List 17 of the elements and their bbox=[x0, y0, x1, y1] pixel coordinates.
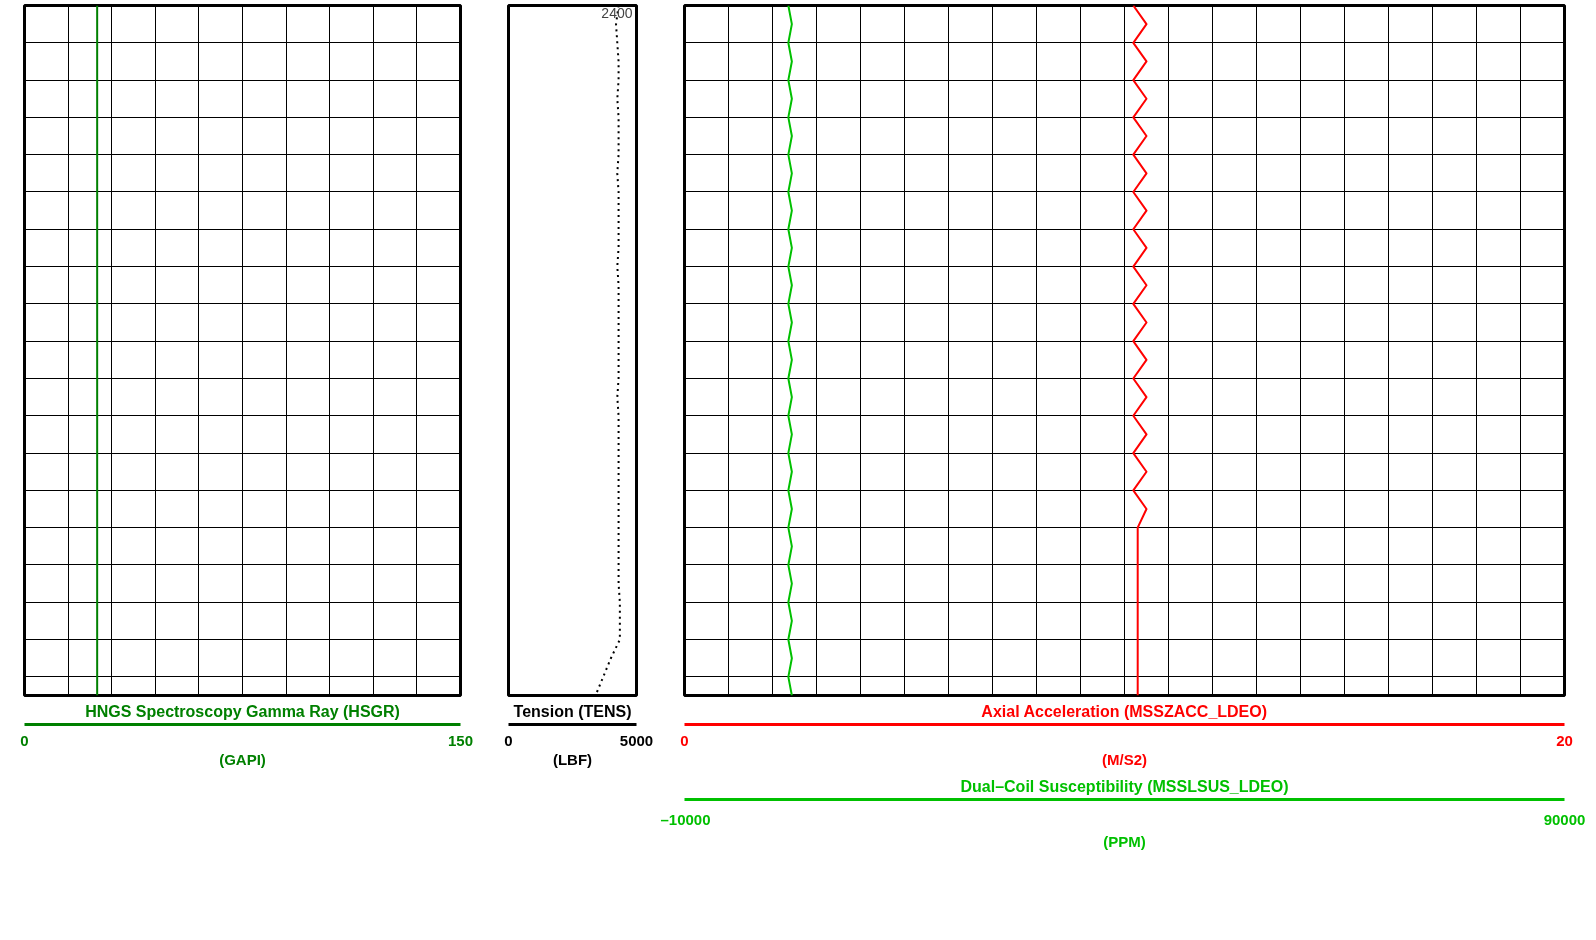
x-axis-title: (M/S2) bbox=[1102, 750, 1147, 768]
x2-axis-title: (PPM) bbox=[1103, 832, 1146, 850]
x2-tick-label: –10000 bbox=[660, 810, 711, 828]
x-tick-label: 0 bbox=[20, 731, 29, 749]
x2-tick-label: 90000 bbox=[1543, 810, 1586, 828]
x-tick-label: 0 bbox=[504, 731, 513, 749]
x-tick-label: 150 bbox=[447, 731, 474, 749]
text: HNGS Spectroscopy Gamma Ray (HSGR) bbox=[85, 702, 400, 720]
series-label: Axial Acceleration (MSSZACC_LDEO) bbox=[981, 702, 1268, 720]
x-tick-label: 5000 bbox=[619, 731, 654, 749]
x-axis-title: (GAPI) bbox=[219, 750, 266, 768]
text: Dual–Coil Susceptibility (MSSLSUS_LDEO) bbox=[960, 777, 1289, 795]
x-tick-label: 0 bbox=[680, 731, 689, 749]
annotation: 2400 bbox=[601, 4, 633, 21]
x-axis-title: (LBF) bbox=[552, 750, 593, 768]
x-tick-label: 20 bbox=[1556, 731, 1573, 749]
text: Tension (TENS) bbox=[513, 702, 632, 720]
